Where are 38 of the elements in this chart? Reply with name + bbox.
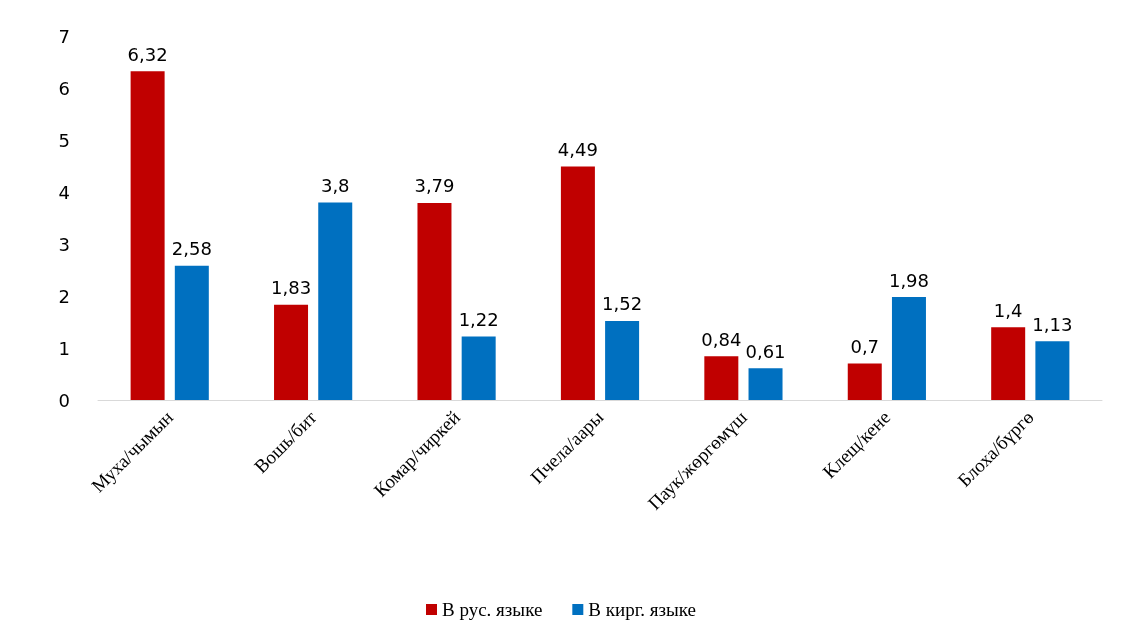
y-tick-label: 5 [58, 129, 70, 151]
legend-label: В рус. языке [442, 599, 543, 620]
data-label: 3,79 [414, 175, 455, 197]
bar [704, 356, 739, 400]
legend-label: В кирг. языке [588, 599, 696, 620]
bar [130, 71, 165, 400]
bar [174, 265, 209, 400]
bar [748, 368, 783, 400]
bar [274, 304, 309, 400]
y-tick-label: 3 [58, 233, 70, 255]
bar [417, 202, 452, 400]
y-tick-label: 0 [58, 389, 70, 411]
data-label: 1,98 [888, 269, 929, 291]
data-label: 1,4 [993, 299, 1023, 321]
bar [1035, 341, 1070, 400]
data-label: 1,22 [458, 309, 499, 331]
data-label: 1,13 [1032, 313, 1073, 335]
data-label: 0,7 [850, 336, 880, 358]
bar [461, 336, 496, 400]
data-label: 6,32 [127, 43, 168, 65]
bar [991, 327, 1026, 400]
data-label: 1,52 [602, 293, 643, 315]
bar [605, 320, 640, 400]
y-tick-label: 2 [58, 285, 70, 307]
data-label: 2,58 [171, 238, 212, 260]
data-label: 1,83 [271, 277, 312, 299]
bar [560, 166, 595, 400]
y-tick-label: 6 [58, 77, 70, 99]
data-label: 0,61 [745, 340, 786, 362]
bar [318, 202, 353, 400]
data-label: 0,84 [701, 328, 742, 350]
data-label: 4,49 [557, 139, 598, 161]
y-tick-label: 4 [58, 181, 70, 203]
bar [847, 363, 882, 400]
y-tick-label: 1 [58, 337, 70, 359]
bar [891, 297, 926, 400]
y-tick-label: 7 [58, 25, 70, 47]
data-label: 3,8 [320, 174, 350, 196]
